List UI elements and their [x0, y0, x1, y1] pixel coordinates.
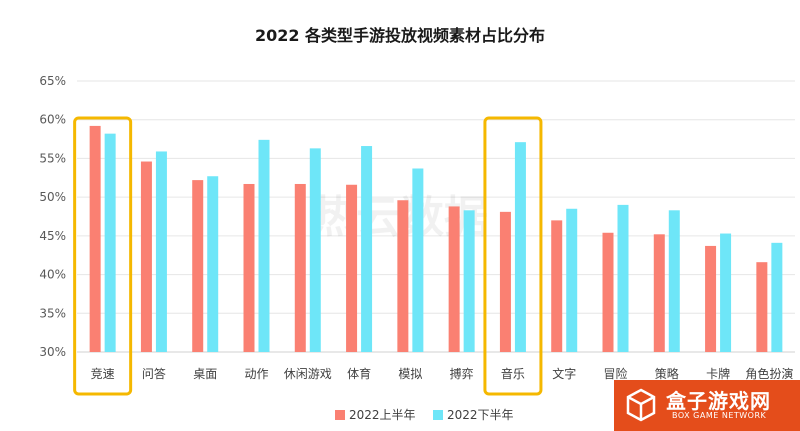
- x-tick-label: 休闲游戏: [284, 367, 332, 381]
- x-tick-label: 桌面: [193, 367, 217, 381]
- y-tick-label: 30%: [39, 345, 66, 359]
- bar-h2: [155, 151, 167, 352]
- y-tick-label: 60%: [39, 113, 66, 127]
- bar-h1: [89, 125, 101, 352]
- x-tick-label: 冒险: [603, 366, 627, 381]
- x-tick-label: 音乐: [501, 366, 525, 381]
- bar-h2: [463, 210, 475, 352]
- x-tick-label: 文字: [552, 366, 576, 381]
- bar-h2: [361, 146, 373, 352]
- bar-h1: [192, 180, 204, 352]
- bar-h2: [771, 242, 783, 352]
- y-tick-label: 35%: [39, 306, 66, 320]
- y-axis-ticks: 30% 35% 40% 45% 50% 55% 60% 65%: [39, 74, 66, 359]
- bar-h1: [705, 245, 717, 352]
- bar-h1: [346, 184, 358, 352]
- x-axis-ticks: 竞速 问答 桌面 动作 休闲游戏 体育 模拟 搏弈 音乐 文字 冒险 策略 卡牌 角色扮演: [91, 366, 794, 381]
- bar-h1: [397, 200, 409, 352]
- site-badge: 盒子游戏网 BOX GAME NETWORK: [614, 380, 800, 431]
- highlight-boxes: [73, 116, 543, 396]
- badge-subtitle: BOX GAME NETWORK: [672, 411, 767, 420]
- bar-h1: [294, 183, 306, 352]
- bar-h2: [514, 142, 526, 352]
- bar-h2: [412, 168, 424, 352]
- badge-name: 盒子游戏网: [666, 389, 771, 413]
- chart-title: 2022 各类型手游投放视频素材占比分布: [254, 26, 546, 45]
- x-tick-label: 竞速: [91, 367, 115, 381]
- bar-h2: [207, 176, 219, 352]
- cube-logo-icon: [626, 388, 656, 422]
- bar-h1: [551, 220, 563, 352]
- bar-h1: [756, 262, 768, 352]
- bar-h2: [668, 210, 680, 352]
- x-tick-label: 模拟: [398, 367, 422, 381]
- legend: 2022上半年 2022下半年: [335, 408, 514, 422]
- bar-h1: [140, 161, 152, 352]
- y-tick-label: 55%: [39, 151, 66, 165]
- bar-h2: [720, 233, 732, 352]
- highlight-box: [483, 116, 543, 396]
- legend-swatch: [335, 410, 345, 420]
- bar-h1: [499, 211, 511, 352]
- x-tick-label: 搏弈: [450, 366, 474, 381]
- x-tick-label: 体育: [347, 366, 371, 381]
- bar-h2: [258, 139, 270, 352]
- x-tick-label: 卡牌: [706, 367, 730, 381]
- x-tick-label: 问答: [142, 366, 166, 381]
- y-tick-label: 40%: [39, 268, 66, 282]
- highlight-box: [73, 116, 133, 396]
- bar-h1: [602, 232, 614, 352]
- bar-h2: [617, 204, 629, 352]
- legend-label: 2022上半年: [349, 408, 416, 422]
- bar-h1: [653, 234, 665, 352]
- bar-h1: [243, 183, 255, 352]
- bar-h2: [309, 148, 321, 352]
- x-tick-label: 动作: [244, 367, 268, 381]
- legend-swatch: [433, 410, 443, 420]
- legend-label: 2022下半年: [447, 408, 514, 422]
- y-tick-label: 45%: [39, 229, 66, 243]
- bar-h2: [566, 208, 578, 352]
- x-tick-label: 角色扮演: [745, 366, 793, 381]
- x-tick-label: 策略: [655, 366, 679, 381]
- y-tick-label: 50%: [39, 190, 66, 204]
- bar-h2: [104, 133, 116, 352]
- y-tick-label: 65%: [39, 74, 66, 88]
- bars: [89, 125, 783, 352]
- bar-h1: [448, 206, 460, 352]
